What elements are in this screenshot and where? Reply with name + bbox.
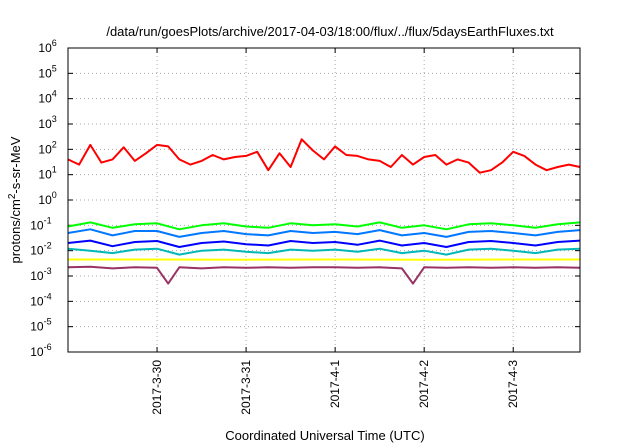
grid-layer — [68, 47, 580, 353]
y-tick-exponent: 0 — [52, 190, 57, 200]
x-tick-labels: 2017-3-30 2017-3-31 2017-4-1 2017-4-2 2017-4… — [150, 360, 520, 415]
y-tick-base: 10 — [38, 168, 52, 182]
y-tick-exponent: 2 — [52, 139, 57, 149]
y-tick-exponent: -6 — [44, 342, 52, 352]
y-axis-label-suffix: -s-sr-MeV — [8, 136, 23, 193]
y-tick-label: 10-5 — [30, 317, 51, 334]
y-tick-label: 10-6 — [30, 342, 51, 359]
y-tick-base: 10 — [30, 345, 44, 359]
y-axis-label-sup: 2 — [7, 193, 18, 199]
series-line-2 — [67, 221, 581, 231]
series-line-7 — [67, 265, 581, 285]
y-tick-labels: 10-610-510-410-310-210-11001011021031041… — [30, 38, 57, 359]
y-tick-exponent: 3 — [52, 114, 57, 124]
y-tick-base: 10 — [38, 92, 52, 106]
y-tick-base: 10 — [30, 218, 44, 232]
y-tick-label: 100 — [38, 190, 56, 207]
series-line-4 — [67, 239, 581, 248]
y-tick-base: 10 — [38, 41, 52, 55]
series-line-5 — [67, 247, 581, 256]
x-axis-label: Coordinated Universal Time (UTC) — [225, 428, 424, 443]
y-tick-label: 104 — [38, 89, 56, 106]
x-tick-label: 2017-4-1 — [328, 360, 342, 408]
y-tick-label: 102 — [38, 139, 56, 156]
y-tick-exponent: 1 — [52, 165, 57, 175]
series-layer — [67, 138, 581, 285]
y-tick-exponent: -3 — [44, 266, 52, 276]
y-tick-exponent: -4 — [44, 291, 52, 301]
series-line-1 — [67, 138, 581, 174]
y-tick-base: 10 — [38, 142, 52, 156]
plot-frame — [67, 47, 581, 353]
y-tick-label: 10-3 — [30, 266, 51, 283]
x-tick-label: 2017-3-30 — [150, 360, 164, 415]
y-tick-label: 105 — [38, 63, 56, 80]
y-tick-base: 10 — [38, 66, 52, 80]
y-tick-base: 10 — [38, 193, 52, 207]
y-tick-exponent: -5 — [44, 317, 52, 327]
y-tick-label: 10-4 — [30, 291, 51, 308]
y-tick-base: 10 — [30, 294, 44, 308]
y-tick-exponent: 6 — [52, 38, 57, 48]
chart-title: /data/run/goesPlots/archive/2017-04-03/1… — [106, 24, 554, 39]
y-tick-exponent: -1 — [44, 215, 52, 225]
y-tick-base: 10 — [30, 320, 44, 334]
x-tick-label: 2017-3-31 — [239, 360, 253, 415]
x-tick-label: 2017-4-2 — [417, 360, 431, 408]
y-tick-exponent: -2 — [44, 241, 52, 251]
y-tick-label: 106 — [38, 38, 56, 55]
x-tick-label: 2017-4-3 — [506, 360, 520, 408]
y-tick-label: 103 — [38, 114, 56, 131]
y-tick-label: 10-2 — [30, 241, 51, 258]
y-tick-base: 10 — [30, 244, 44, 258]
y-tick-exponent: 5 — [52, 63, 57, 73]
y-tick-base: 10 — [30, 269, 44, 283]
y-tick-base: 10 — [38, 117, 52, 131]
y-axis-label: protons/cm2-s-sr-MeV — [7, 136, 23, 263]
y-tick-exponent: 4 — [52, 89, 57, 99]
y-axis-label-prefix: protons/cm — [8, 199, 23, 263]
y-tick-label: 101 — [38, 165, 56, 182]
y-tick-label: 10-1 — [30, 215, 51, 232]
series-line-3 — [67, 228, 581, 238]
